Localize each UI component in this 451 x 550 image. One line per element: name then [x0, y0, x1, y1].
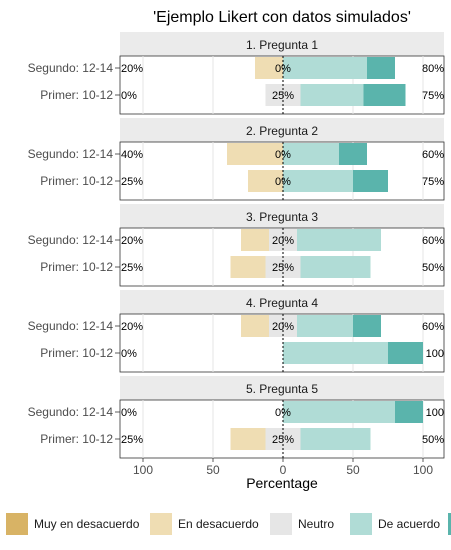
low-percent-label: 0% — [121, 407, 137, 419]
high-percent-label: 75% — [422, 90, 444, 102]
low-percent-label: 0% — [121, 348, 137, 360]
bar-neutro — [265, 428, 301, 450]
bar-neutro — [265, 256, 301, 278]
low-percent-label: 40% — [121, 149, 143, 161]
low-percent-label: 20% — [121, 235, 143, 247]
x-tick-label: 100 — [413, 463, 433, 477]
panel-strip-label: 4. Pregunta 4 — [246, 296, 318, 310]
row-group-label: Primer: 10-12 — [40, 432, 113, 446]
bar-muy-de-acuerdo — [353, 315, 381, 337]
high-percent-label: 60% — [422, 149, 444, 161]
low-percent-label: 25% — [121, 176, 143, 188]
bar-muy-de-acuerdo — [353, 170, 388, 192]
chart-panels: 1. Pregunta 1 Segundo: 12-14 20% 0% 80% Prime… — [28, 32, 445, 459]
bar-en-desacuerdo — [255, 57, 283, 79]
high-percent-label: 80% — [422, 63, 444, 75]
bar-de-acuerdo — [300, 84, 364, 106]
bar-neutro — [265, 84, 301, 106]
panel-strip — [120, 204, 444, 228]
bar-muy-de-acuerdo — [339, 143, 367, 165]
high-percent-label: 100 — [426, 348, 444, 360]
low-percent-label: 20% — [121, 63, 143, 75]
bar-en-desacuerdo — [241, 229, 269, 251]
legend-label: En desacuerdo — [178, 517, 259, 531]
low-percent-label: 20% — [121, 321, 143, 333]
chart-title: 'Ejemplo Likert con datos simulados' — [153, 9, 411, 26]
high-percent-label: 50% — [422, 262, 444, 274]
legend-label: Muy en desacuerdo — [34, 517, 140, 531]
row-group-label: Segundo: 12-14 — [28, 405, 114, 419]
x-axis-label: Percentage — [246, 475, 318, 491]
bar-muy-de-acuerdo — [367, 57, 395, 79]
legend-label: De acuerdo — [378, 517, 441, 531]
legend-swatch — [150, 513, 172, 535]
panel-strip-label: 1. Pregunta 1 — [246, 38, 318, 52]
bar-en-desacuerdo — [227, 143, 283, 165]
high-percent-label: 100 — [426, 407, 444, 419]
legend-swatch — [448, 513, 451, 535]
bar-muy-de-acuerdo — [363, 84, 406, 106]
x-tick-label: 0 — [280, 463, 287, 477]
panel-strip — [120, 376, 444, 400]
panel-strip — [120, 290, 444, 314]
bar-muy-de-acuerdo — [395, 401, 423, 423]
legend-swatch — [350, 513, 372, 535]
row-group-label: Primer: 10-12 — [40, 88, 113, 102]
bar-de-acuerdo — [283, 401, 395, 423]
bar-de-acuerdo — [283, 143, 339, 165]
bar-en-desacuerdo — [241, 315, 269, 337]
high-percent-label: 75% — [422, 176, 444, 188]
legend-swatch — [270, 513, 292, 535]
row-group-label: Segundo: 12-14 — [28, 319, 114, 333]
bar-en-desacuerdo — [230, 256, 266, 278]
panel-strip-label: 3. Pregunta 3 — [246, 210, 318, 224]
high-percent-label: 50% — [422, 434, 444, 446]
panel-strip-label: 5. Pregunta 5 — [246, 382, 318, 396]
x-tick-label: 100 — [133, 463, 153, 477]
panel-1: 1. Pregunta 1 Segundo: 12-14 20% 0% 80% Prime… — [28, 32, 445, 115]
row-group-label: Primer: 10-12 — [40, 260, 113, 274]
bar-en-desacuerdo — [248, 170, 283, 192]
bar-de-acuerdo — [297, 315, 353, 337]
x-axis: 100 50 0 50 100 — [133, 458, 433, 477]
bar-muy-de-acuerdo — [388, 342, 423, 364]
x-tick-label: 50 — [206, 463, 220, 477]
legend-swatch — [6, 513, 28, 535]
legend-label: Neutro — [298, 517, 335, 531]
high-percent-label: 60% — [422, 235, 444, 247]
chart-legend: Muy en desacuerdo En desacuerdo Neutro De a… — [0, 512, 451, 538]
likert-chart: 'Ejemplo Likert con datos simulados' 1. … — [28, 9, 445, 491]
bar-de-acuerdo — [283, 57, 367, 79]
panel-strip — [120, 118, 444, 142]
low-percent-label: 25% — [121, 262, 143, 274]
bar-en-desacuerdo — [230, 428, 266, 450]
x-tick-label: 50 — [346, 463, 360, 477]
row-group-label: Primer: 10-12 — [40, 346, 113, 360]
high-percent-label: 60% — [422, 321, 444, 333]
row-group-label: Segundo: 12-14 — [28, 233, 114, 247]
bar-de-acuerdo — [283, 170, 353, 192]
bar-de-acuerdo — [283, 342, 388, 364]
low-percent-label: 25% — [121, 434, 143, 446]
row-group-label: Segundo: 12-14 — [28, 61, 114, 75]
row-group-label: Segundo: 12-14 — [28, 147, 114, 161]
bar-de-acuerdo — [300, 256, 371, 278]
low-percent-label: 0% — [121, 90, 137, 102]
bar-de-acuerdo — [297, 229, 381, 251]
panel-strip-label: 2. Pregunta 2 — [246, 124, 318, 138]
panel-strip — [120, 32, 444, 56]
row-group-label: Primer: 10-12 — [40, 174, 113, 188]
bar-de-acuerdo — [300, 428, 371, 450]
